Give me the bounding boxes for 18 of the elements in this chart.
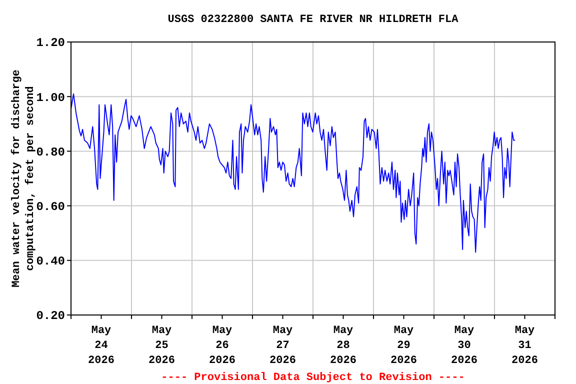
x-tick-label: May 26 2026 [209, 325, 236, 367]
text: ---- Provisional Data Subject to Revision ---- [161, 372, 465, 384]
y-tick-label: 0.60 [36, 200, 65, 214]
x-tick-label: May 29 2026 [390, 325, 417, 367]
x-tick-label: May 30 2026 [451, 325, 478, 367]
x-tick-label: May 27 2026 [270, 325, 296, 367]
x-tick-label: May 24 2026 [88, 325, 114, 367]
chart-title: USGS 02322800 SANTA FE RIVER NR HILDRETH FLA [168, 14, 459, 26]
y-tick-label: 0.80 [36, 145, 65, 160]
y-axis-title: Mean water velocity for discharge computation, feet per second [10, 69, 37, 288]
y-tick-label: 1.20 [36, 36, 65, 50]
y-tick-label: 1.00 [36, 90, 65, 105]
x-tick-label: May 31 2026 [512, 325, 538, 367]
y-tick-label: 0.40 [36, 254, 65, 269]
x-tick-label: May 28 2026 [330, 325, 356, 367]
y-tick-label: 0.20 [36, 309, 65, 324]
line-series [70, 93, 516, 253]
x-tick-label: May 25 2026 [148, 325, 175, 367]
